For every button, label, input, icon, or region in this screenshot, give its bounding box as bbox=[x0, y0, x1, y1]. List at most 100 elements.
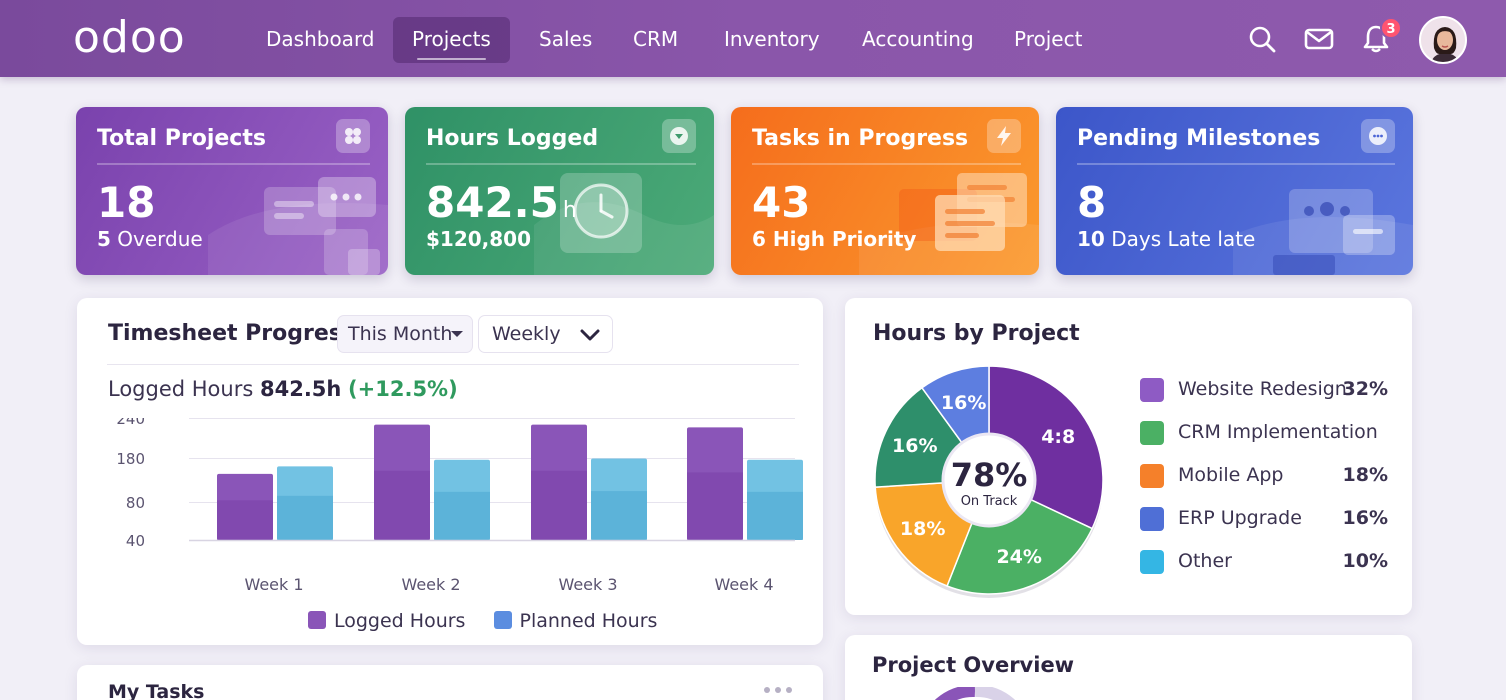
panel-title: Project Overview bbox=[872, 653, 1075, 677]
nav-crm[interactable]: CRM bbox=[633, 27, 679, 51]
legend-label: CRM Implementation bbox=[1178, 421, 1378, 443]
hours-by-project-panel: Hours by Project 78% On Track 4:8 24% 18% 16%… bbox=[845, 298, 1412, 615]
nav-inventory[interactable]: Inventory bbox=[724, 27, 820, 51]
bar-logged-hours-shade bbox=[374, 470, 430, 540]
legend-percent: 16% bbox=[1342, 507, 1388, 529]
chat-icon bbox=[1361, 119, 1395, 153]
kpi-divider bbox=[426, 163, 696, 165]
kpi-subtitle: $120,800 bbox=[426, 227, 532, 251]
panel-title: Timesheet Progress bbox=[108, 321, 355, 346]
kpi-value: 43 bbox=[752, 178, 811, 227]
legend-swatch bbox=[308, 611, 326, 629]
divider bbox=[107, 364, 799, 365]
legend-label: Website Redesign bbox=[1178, 378, 1347, 400]
kpi-title: Tasks in Progress bbox=[752, 126, 969, 151]
kpi-value: 842.5 h bbox=[426, 178, 577, 227]
y-tick-label: 240 bbox=[116, 418, 145, 428]
kpi-divider bbox=[752, 163, 1021, 165]
y-tick-label: 180 bbox=[116, 450, 145, 468]
pie-center bbox=[941, 432, 1037, 528]
kpi-card-total-projects[interactable]: Total Projects 18 5 Overdue bbox=[76, 107, 388, 275]
period-select-value: This Month bbox=[348, 323, 453, 345]
top-navbar: odoo Dashboard Projects Sales CRM Invent… bbox=[0, 0, 1506, 77]
x-tick-label: Week 4 bbox=[714, 575, 773, 594]
kpi-subtitle: 5 Overdue bbox=[97, 227, 203, 251]
hours-pie-chart: 78%On Track 4:8 24% 18% 16%16% bbox=[874, 365, 1104, 598]
legend-percent: 18% bbox=[1342, 464, 1388, 486]
legend-swatch bbox=[493, 611, 512, 629]
legend-swatch bbox=[1140, 550, 1164, 574]
legend-item-logged: Logged Hours bbox=[308, 610, 465, 632]
interval-select[interactable]: Weekly bbox=[478, 315, 613, 353]
clock-icon bbox=[662, 119, 696, 153]
x-tick-label: Week 1 bbox=[244, 575, 303, 594]
legend-label: Mobile App bbox=[1178, 464, 1284, 486]
chat-bubbles-illustration bbox=[208, 177, 388, 275]
kpi-title: Pending Milestones bbox=[1077, 126, 1321, 151]
bar-planned-hours-shade bbox=[747, 491, 803, 540]
milestone-illustration bbox=[1233, 189, 1413, 275]
kpi-divider bbox=[1077, 163, 1395, 165]
pie-center-value: 78% bbox=[951, 456, 1028, 494]
overview-donut-chart bbox=[934, 687, 1016, 700]
period-select[interactable]: This Month bbox=[337, 315, 473, 353]
pie-slice-label: 16% bbox=[892, 435, 937, 457]
bar-planned-hours-shade bbox=[591, 491, 647, 540]
panel-title: My Tasks bbox=[108, 681, 205, 700]
legend-label: Other bbox=[1178, 550, 1232, 572]
notification-badge: 3 bbox=[1380, 17, 1402, 39]
kpi-value: 8 bbox=[1077, 178, 1107, 227]
panel-title: Hours by Project bbox=[873, 321, 1080, 346]
legend-swatch bbox=[1140, 421, 1164, 445]
pie-center-label: On Track bbox=[961, 494, 1018, 509]
legend-swatch bbox=[1140, 507, 1164, 531]
chart-legend: Logged Hours Planned Hours bbox=[308, 610, 679, 632]
kpi-card-pending-milestones[interactable]: Pending Milestones 8 10 Days Late late bbox=[1056, 107, 1413, 275]
pie-legend-item: Website Redesign 32% bbox=[1140, 376, 1390, 404]
pie-slice-label: 24% bbox=[996, 546, 1041, 568]
legend-swatch bbox=[1140, 378, 1164, 402]
pie-legend-item: Mobile App 18% bbox=[1140, 462, 1390, 490]
kpi-card-hours-logged[interactable]: Hours Logged 842.5 h $120,800 bbox=[405, 107, 714, 275]
more-options-icon[interactable] bbox=[762, 683, 794, 697]
kpi-title: Hours Logged bbox=[426, 126, 599, 151]
my-tasks-panel: My Tasks bbox=[77, 665, 823, 700]
lightning-icon bbox=[987, 119, 1021, 153]
nav-sales[interactable]: Sales bbox=[539, 27, 593, 51]
x-tick-label: Week 3 bbox=[558, 575, 617, 594]
pie-slice-label: 4:8 bbox=[1041, 426, 1075, 448]
kpi-card-tasks-in-progress[interactable]: Tasks in Progress 43 6 High Priority bbox=[731, 107, 1039, 275]
nav-dashboard[interactable]: Dashboard bbox=[266, 27, 375, 51]
legend-label: ERP Upgrade bbox=[1178, 507, 1302, 529]
legend-percent: 10% bbox=[1342, 550, 1388, 572]
bar-planned-hours-shade bbox=[434, 491, 490, 540]
user-avatar[interactable] bbox=[1419, 16, 1467, 64]
nav-project[interactable]: Project bbox=[1014, 27, 1083, 51]
pie-legend-item: ERP Upgrade 16% bbox=[1140, 505, 1390, 533]
puzzle-icon bbox=[336, 119, 370, 153]
timesheet-bar-chart: 40 80 180 240 Week 1 Week 2 Week 3 Week 4 bbox=[116, 418, 803, 594]
y-tick-label: 40 bbox=[126, 532, 145, 550]
nav-accounting[interactable]: Accounting bbox=[862, 27, 974, 51]
caret-down-icon bbox=[451, 331, 463, 337]
pie-slice-label: 16% bbox=[941, 392, 986, 414]
legend-percent: 32% bbox=[1342, 378, 1388, 400]
kpi-title: Total Projects bbox=[97, 126, 266, 151]
chevron-down-icon bbox=[580, 329, 600, 341]
kpi-divider bbox=[97, 163, 370, 165]
odoo-logo[interactable]: odoo bbox=[73, 12, 186, 63]
pie-legend-item: CRM Implementation bbox=[1140, 419, 1390, 447]
y-tick-label: 80 bbox=[126, 494, 145, 512]
clock-illustration bbox=[534, 173, 714, 275]
mail-icon[interactable] bbox=[1302, 22, 1336, 56]
kpi-subtitle: 6 High Priority bbox=[752, 227, 917, 251]
nav-projects[interactable]: Projects bbox=[393, 17, 510, 63]
logged-hours-summary: Logged Hours 842.5h (+12.5%) bbox=[108, 377, 458, 401]
bar-planned-hours-shade bbox=[277, 495, 333, 540]
documents-illustration bbox=[859, 173, 1039, 275]
legend-item-planned: Planned Hours bbox=[493, 610, 657, 632]
bar-logged-hours-shade bbox=[687, 472, 743, 540]
kpi-subtitle: 10 Days Late late bbox=[1077, 227, 1256, 251]
legend-swatch bbox=[1140, 464, 1164, 488]
search-icon[interactable] bbox=[1245, 22, 1279, 56]
